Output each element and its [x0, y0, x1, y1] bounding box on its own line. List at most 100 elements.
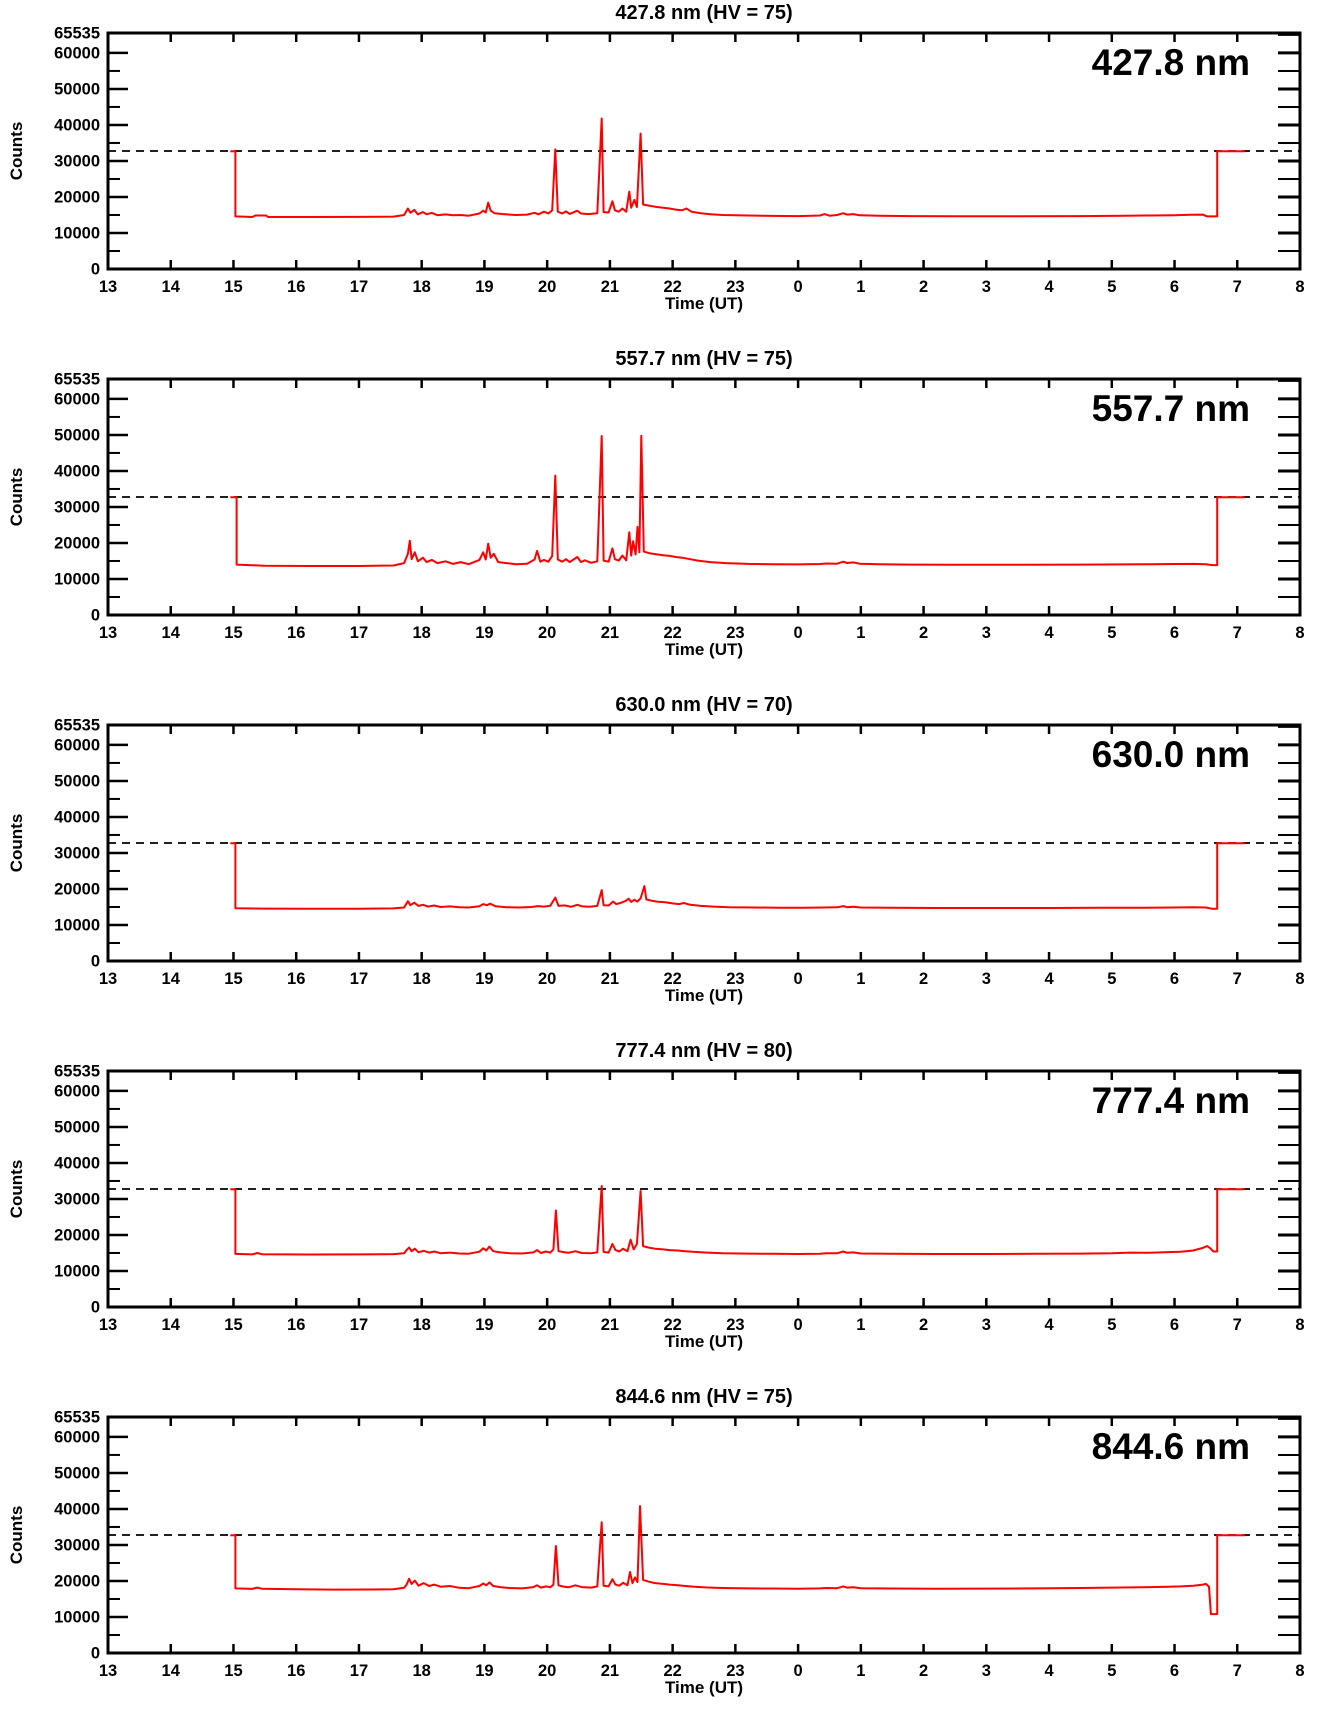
plot-frame	[106, 723, 1302, 963]
x-tick-label: 0	[794, 1662, 803, 1680]
x-axis-label: Time (UT)	[664, 1678, 744, 1697]
y-tick-label: 30000	[54, 498, 100, 516]
y-tick-label: 10000	[54, 1608, 100, 1626]
panel-title: 557.7 nm (HV = 75)	[615, 348, 793, 370]
wavelength-inset-label: 427.8 nm	[1091, 42, 1250, 83]
y-tick-label: 30000	[54, 1190, 100, 1208]
x-tick-label: 2	[919, 1662, 928, 1680]
x-tick-label: 13	[99, 1316, 117, 1334]
y-tick-label: 60000	[54, 1082, 100, 1100]
x-tick-label: 22	[663, 624, 681, 642]
panel-title: 630.0 nm (HV = 70)	[615, 694, 793, 716]
x-tick-label: 7	[1233, 278, 1242, 296]
y-tick-label: 40000	[54, 808, 100, 826]
x-tick-label: 15	[224, 278, 242, 296]
x-tick-label: 13	[99, 624, 117, 642]
plot-canvas: 13 14 15 16 17 18 19 20 21 22 23 0 1 2 3 4 5 6 7 8010000200…	[54, 717, 1304, 989]
y-tick-label: 60000	[54, 1428, 100, 1446]
panel-title: 777.4 nm (HV = 80)	[615, 1040, 793, 1062]
x-tick-label: 14	[162, 624, 181, 642]
x-tick-label: 6	[1170, 278, 1179, 296]
x-tick-label: 6	[1170, 970, 1179, 988]
y-tick-label: 60000	[54, 390, 100, 408]
x-tick-label: 5	[1107, 970, 1116, 988]
x-tick-label: 5	[1107, 1662, 1116, 1680]
wavelength-inset-label: 777.4 nm	[1091, 1080, 1250, 1121]
x-tick-label: 1	[856, 624, 865, 642]
x-tick-label: 16	[287, 1662, 305, 1680]
plot-frame	[106, 377, 1302, 617]
x-tick-label: 16	[287, 624, 305, 642]
x-tick-label: 4	[1044, 1316, 1054, 1334]
x-tick-label: 6	[1170, 624, 1179, 642]
x-tick-label: 19	[475, 1662, 493, 1680]
y-tick-label: 30000	[54, 152, 100, 170]
x-tick-label: 19	[475, 624, 493, 642]
x-tick-label: 18	[413, 624, 431, 642]
y-tick-label: 65535	[54, 1063, 100, 1081]
x-tick-label: 7	[1233, 624, 1242, 642]
x-tick-label: 4	[1044, 970, 1054, 988]
x-tick-label: 18	[413, 278, 431, 296]
x-tick-label: 21	[601, 1662, 619, 1680]
x-tick-label: 3	[982, 1662, 991, 1680]
panel-777-4nm: 777.4 nm (HV = 80) Counts 777.4 nm 13 14 1…	[0, 1038, 1336, 1384]
x-tick-label: 17	[350, 970, 368, 988]
x-tick-label: 15	[224, 624, 242, 642]
y-tick-label: 10000	[54, 916, 100, 934]
x-tick-label: 20	[538, 624, 556, 642]
x-axis: 13 14 15 16 17 18 19 20 21 22 23 0 1 2 3 4 5 6 7 8	[99, 1417, 1305, 1680]
y-tick-label: 20000	[54, 880, 100, 898]
x-tick-label: 20	[538, 970, 556, 988]
y-tick-label: 20000	[54, 1226, 100, 1244]
x-tick-label: 16	[287, 278, 305, 296]
y-tick-label: 40000	[54, 462, 100, 480]
wavelength-inset-label: 557.7 nm	[1091, 388, 1250, 429]
x-tick-label: 20	[538, 1316, 556, 1334]
x-axis: 13 14 15 16 17 18 19 20 21 22 23 0 1 2 3 4 5 6 7 8	[99, 33, 1305, 296]
y-tick-label: 20000	[54, 534, 100, 552]
x-tick-label: 17	[350, 1662, 368, 1680]
panel-427-8nm: 427.8 nm (HV = 75) Counts 427.8 nm 13 14 1…	[0, 0, 1336, 346]
x-tick-label: 22	[663, 278, 681, 296]
x-tick-label: 2	[919, 1316, 928, 1334]
panel-title: 427.8 nm (HV = 75)	[615, 2, 793, 24]
x-tick-label: 5	[1107, 278, 1116, 296]
y-tick-label: 0	[91, 261, 100, 279]
counts-line	[230, 1185, 1245, 1256]
x-tick-label: 7	[1233, 1316, 1242, 1334]
x-tick-label: 0	[794, 970, 803, 988]
y-tick-label: 60000	[54, 44, 100, 62]
y-tick-label: 10000	[54, 570, 100, 588]
x-tick-label: 3	[982, 278, 991, 296]
y-tick-label: 30000	[54, 844, 100, 862]
x-tick-label: 22	[663, 970, 681, 988]
x-tick-label: 23	[726, 278, 744, 296]
counts-line	[230, 434, 1245, 567]
x-tick-label: 6	[1170, 1662, 1179, 1680]
x-tick-label: 4	[1044, 278, 1054, 296]
x-tick-label: 15	[224, 1316, 242, 1334]
x-tick-label: 2	[919, 624, 928, 642]
x-tick-label: 16	[287, 970, 305, 988]
x-tick-label: 14	[162, 1316, 181, 1334]
y-tick-label: 50000	[54, 80, 100, 98]
x-tick-label: 22	[663, 1662, 681, 1680]
x-tick-label: 3	[982, 1316, 991, 1334]
x-tick-label: 16	[287, 1316, 305, 1334]
x-tick-label: 1	[856, 278, 865, 296]
x-tick-label: 23	[726, 1316, 744, 1334]
x-axis-label: Time (UT)	[664, 294, 744, 313]
x-tick-label: 4	[1044, 624, 1054, 642]
y-tick-label: 50000	[54, 772, 100, 790]
x-tick-label: 5	[1107, 1316, 1116, 1334]
x-axis: 13 14 15 16 17 18 19 20 21 22 23 0 1 2 3 4 5 6 7 8	[99, 379, 1305, 642]
x-tick-label: 19	[475, 970, 493, 988]
x-tick-label: 2	[919, 970, 928, 988]
y-tick-label: 20000	[54, 1572, 100, 1590]
x-tick-label: 23	[726, 970, 744, 988]
plot-frame	[106, 1415, 1302, 1655]
y-tick-label: 0	[91, 953, 100, 971]
